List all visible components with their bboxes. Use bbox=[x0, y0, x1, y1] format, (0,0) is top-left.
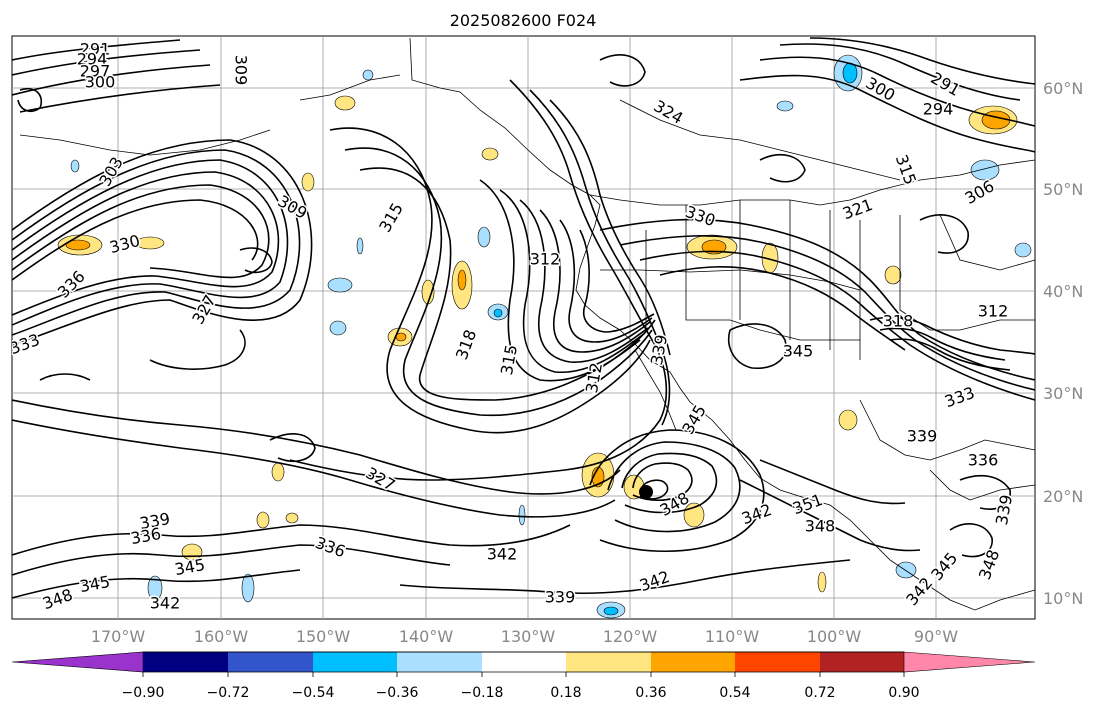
contour-label: 312 bbox=[978, 302, 1009, 321]
colorbar-segment bbox=[11, 651, 144, 673]
contour-label: 342 bbox=[150, 594, 181, 613]
lon-label: 120°W bbox=[603, 627, 658, 646]
contour-label: 339 bbox=[545, 588, 576, 607]
colorbar-segment bbox=[820, 652, 904, 672]
lon-label: 90°W bbox=[914, 627, 958, 646]
lon-label: 170°W bbox=[91, 627, 146, 646]
colorbar-tick-label: −0.90 bbox=[122, 685, 165, 701]
lat-label: 40°N bbox=[1043, 282, 1083, 301]
map-title: 2025082600 F024 bbox=[450, 11, 597, 30]
contour-label: 318 bbox=[883, 312, 914, 331]
contour-label: 312 bbox=[530, 250, 561, 269]
contour-label: 294 bbox=[923, 100, 954, 119]
lat-label: 30°N bbox=[1043, 384, 1083, 403]
contour-label: 342 bbox=[487, 545, 518, 564]
lon-label: 110°W bbox=[705, 627, 760, 646]
colorbar-tick-label: 0.72 bbox=[804, 685, 835, 701]
contour-lines bbox=[12, 37, 1035, 599]
lon-label: 150°W bbox=[296, 627, 351, 646]
colorbar-tick-label: −0.72 bbox=[207, 685, 250, 701]
colorbar-tick-label: 0.54 bbox=[719, 685, 750, 701]
latitude-labels: 60°N 50°N 40°N 30°N 20°N 10°N bbox=[1043, 79, 1083, 608]
storm-center bbox=[639, 485, 653, 499]
contour-label: 339 bbox=[907, 427, 938, 446]
coastlines bbox=[19, 37, 1035, 611]
lon-label: 130°W bbox=[501, 627, 556, 646]
contour-label: 348 bbox=[805, 517, 836, 536]
colorbar-segment bbox=[143, 652, 228, 672]
colorbar-segment bbox=[228, 652, 313, 672]
contour-label: 294 bbox=[77, 50, 108, 69]
lon-label: 140°W bbox=[399, 627, 454, 646]
lon-label: 100°W bbox=[807, 627, 862, 646]
colorbar-segment bbox=[735, 652, 820, 672]
longitude-labels: 170°W 160°W 150°W 140°W 130°W 120°W 110°… bbox=[91, 627, 958, 646]
contour-label: 345 bbox=[783, 342, 814, 361]
colorbar-tick-label: 0.90 bbox=[888, 685, 919, 701]
colorbar-segment bbox=[397, 652, 482, 672]
colorbar-tick-label: 0.18 bbox=[550, 685, 581, 701]
contour-label: 336 bbox=[968, 451, 999, 470]
contour-label: 300 bbox=[85, 73, 116, 92]
contour-label: 309 bbox=[232, 55, 251, 86]
colorbar: −0.90 −0.72 −0.54 −0.36 −0.18 0.18 0.36 … bbox=[11, 651, 1036, 701]
lon-label: 160°W bbox=[194, 627, 249, 646]
lat-label: 60°N bbox=[1043, 79, 1083, 98]
colorbar-segment bbox=[651, 652, 735, 672]
colorbar-tick-label: −0.18 bbox=[461, 685, 504, 701]
colorbar-segment bbox=[482, 652, 566, 672]
colorbar-tick-label: 0.36 bbox=[635, 685, 666, 701]
contour-label: 291 bbox=[80, 40, 111, 59]
lat-label: 50°N bbox=[1043, 180, 1083, 199]
contour-label: 297 bbox=[80, 62, 111, 81]
lat-label: 20°N bbox=[1043, 487, 1083, 506]
colorbar-tick-label: −0.36 bbox=[376, 685, 419, 701]
colorbar-tick-label: −0.54 bbox=[292, 685, 335, 701]
lat-label: 10°N bbox=[1043, 589, 1083, 608]
colorbar-segment bbox=[903, 651, 1036, 673]
colorbar-segment bbox=[313, 652, 397, 672]
colorbar-segment bbox=[566, 652, 651, 672]
